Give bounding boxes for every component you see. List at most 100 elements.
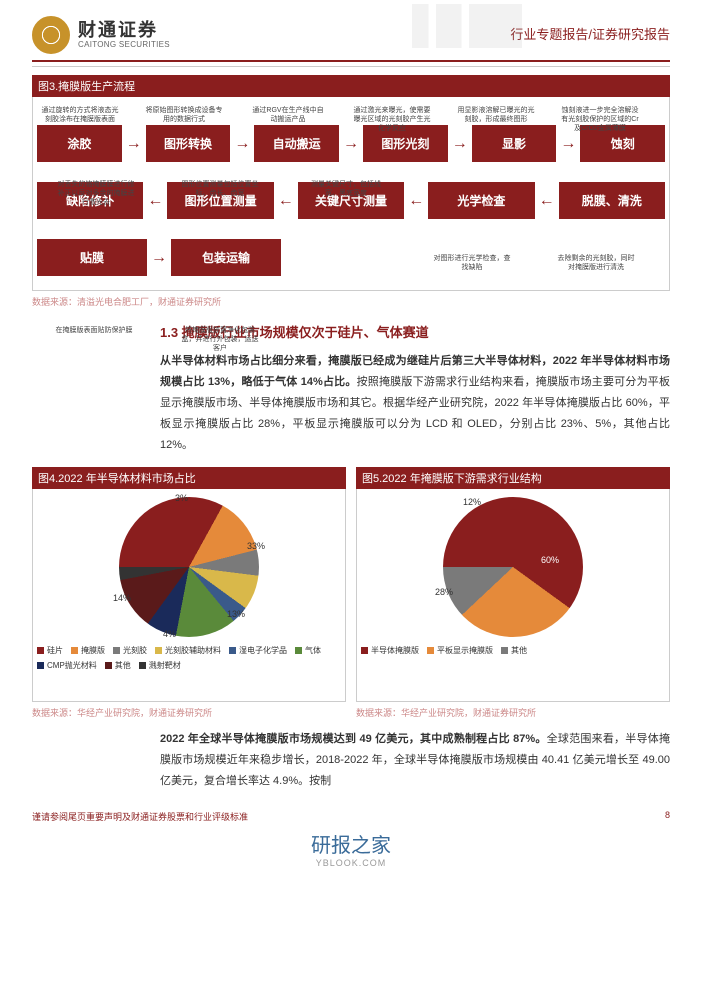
footer-disclaimer: 谨请参阅尾页重要声明及财通证券股票和行业评级标准: [32, 810, 248, 823]
pie-label: 3%: [175, 493, 188, 503]
arrow-right-icon: →: [151, 249, 167, 267]
legend-label: 其他: [511, 645, 527, 656]
legend-item: 平板显示掩膜版: [427, 645, 493, 656]
flow-box: 显影: [472, 125, 557, 162]
flow-box: 包装运输: [171, 239, 281, 276]
arrow-right-icon: →: [560, 135, 576, 153]
legend-item: 硅片: [37, 645, 63, 656]
flow-caption: 通过激光来曝光，使需要曝光区域的光刻胶产生光化学反应: [353, 107, 431, 133]
watermark-sub: YBLOOK.COM: [32, 858, 670, 868]
flow-caption: 将掩膜版放置净化包装盒，并进行外包装，运送客户: [181, 327, 259, 353]
pie-label: 14%: [113, 593, 131, 603]
doc-type: 行业专题报告/证券研究报告: [510, 24, 670, 43]
flow-box: 涂胶: [37, 125, 122, 162]
legend-item: 其他: [501, 645, 527, 656]
legend-swatch: [155, 647, 162, 654]
arrow-left-icon: ←: [539, 192, 555, 210]
legend-item: 光刻胶辅助材料: [155, 645, 221, 656]
pie-label: 33%: [247, 541, 265, 551]
pie-label: 12%: [463, 497, 481, 507]
flow-caption: 测量关键尺寸，包括线宽、黑底宽度: [307, 181, 385, 199]
watermark-title: 研报之家: [32, 829, 670, 858]
legend-swatch: [37, 662, 44, 669]
flow-caption: 通过RGV在生产线中自动搬运产品: [249, 107, 327, 125]
flow-box: 图形转换: [146, 125, 231, 162]
legend-swatch: [37, 647, 44, 654]
flow-caption: 蚀刻液进一步完全溶解没有光刻胶保护的区域的Cr及CrO2金属薄膜: [561, 107, 639, 133]
legend-item: 其他: [105, 660, 131, 671]
fig5-title: 图5.2022 年掩膜版下游需求行业结构: [356, 467, 670, 489]
legend-label: CMP抛光材料: [47, 660, 97, 671]
flow-caption: 通过旋转的方式将液态光刻胶涂布在掩膜版表面: [41, 107, 119, 125]
legend-item: 湿电子化学品: [229, 645, 287, 656]
flow-box: 贴膜: [37, 239, 147, 276]
flow-box: 光学检查: [428, 182, 534, 219]
arrow-left-icon: ←: [408, 192, 424, 210]
pie-label: 60%: [541, 555, 559, 565]
legend-swatch: [139, 662, 146, 669]
legend-item: 溅射靶材: [139, 660, 181, 671]
flow-box: 脱膜、清洗: [559, 182, 665, 219]
fig4-source: 数据来源：华经产业研究院，财通证券研究所: [32, 706, 346, 719]
fig5-chart: 60% 28% 12% 半导体掩膜版 平板显示掩膜版 其他: [356, 489, 670, 702]
page-number: 8: [665, 810, 670, 823]
legend-label: 其他: [115, 660, 131, 671]
arrow-right-icon: →: [126, 135, 142, 153]
legend-item: CMP抛光材料: [37, 660, 97, 671]
legend-label: 溅射靶材: [149, 660, 181, 671]
legend-swatch: [105, 662, 112, 669]
watermark: 研报之家 YBLOOK.COM: [32, 829, 670, 868]
legend-swatch: [295, 647, 302, 654]
pie-label: 4%: [163, 629, 176, 639]
fig3-title: 图3.掩膜版生产流程: [32, 75, 670, 97]
legend-swatch: [501, 647, 508, 654]
legend-label: 平板显示掩膜版: [437, 645, 493, 656]
divider-light: [32, 66, 670, 67]
flow-caption: 对图形进行光学检查，查找缺陷: [433, 255, 511, 273]
arrow-right-icon: →: [343, 135, 359, 153]
legend-item: 光刻胶: [113, 645, 147, 656]
legend-label: 半导体掩膜版: [371, 645, 419, 656]
legend-swatch: [229, 647, 236, 654]
legend-item: 半导体掩膜版: [361, 645, 419, 656]
paragraph-1: 从半导体材料市场占比细分来看，掩膜版已经成为继硅片后第三大半导体材料，2022 …: [160, 351, 670, 455]
fig3-source: 数据来源：清溢光电合肥工厂，财通证券研究所: [32, 295, 670, 308]
p2-bold: 2022 年全球半导体掩膜版市场规模达到 49 亿美元，其中成熟制程占比 87%…: [160, 733, 547, 745]
fig3-flowchart: 涂胶 → 图形转换 → 自动搬运 → 图形光刻 → 显影 → 蚀刻 通过旋转的方…: [32, 97, 670, 291]
legend-label: 光刻胶: [123, 645, 147, 656]
legend-label: 气体: [305, 645, 321, 656]
footer: 谨请参阅尾页重要声明及财通证券股票和行业评级标准 8: [32, 810, 670, 823]
arrow-left-icon: ←: [278, 192, 294, 210]
logo: 财通证券 CAITONG SECURITIES: [32, 16, 170, 54]
pie-chart-5: [443, 497, 583, 637]
logo-cn: 财通证券: [78, 21, 170, 41]
logo-en: CAITONG SECURITIES: [78, 41, 170, 50]
bg-buildings: [412, 4, 522, 48]
flow-caption: 用显影液溶解已曝光的光刻胶，形成最终图形: [457, 107, 535, 125]
flow-caption: 图形位置测量包括位置坐标、齿长、齿宽: [181, 181, 259, 199]
arrow-right-icon: →: [452, 135, 468, 153]
legend-label: 掩膜版: [81, 645, 105, 656]
legend-label: 光刻胶辅助材料: [165, 645, 221, 656]
paragraph-2: 2022 年全球半导体掩膜版市场规模达到 49 亿美元，其中成熟制程占比 87%…: [160, 729, 670, 792]
flow-caption: 将原始图形转换成设备专用的数据行式: [145, 107, 223, 125]
logo-icon: [32, 16, 70, 54]
flow-caption: 对丢失的铬掩膜膜进行修补正以反对多余的掩膜进行激光去: [57, 181, 135, 207]
header: 财通证券 CAITONG SECURITIES 行业专题报告/证券研究报告: [32, 16, 670, 54]
legend-swatch: [113, 647, 120, 654]
legend-swatch: [427, 647, 434, 654]
legend-swatch: [361, 647, 368, 654]
arrow-left-icon: ←: [147, 192, 163, 210]
pie-label: 28%: [435, 587, 453, 597]
flow-caption: 去除剩余的光刻胶，同时对掩膜版进行清洗: [557, 255, 635, 273]
legend-swatch: [71, 647, 78, 654]
divider-dark: [32, 60, 670, 62]
fig4-title: 图4.2022 年半导体材料市场占比: [32, 467, 346, 489]
fig4-legend: 硅片 掩膜版 光刻胶 光刻胶辅助材料 湿电子化学品 气体 CMP抛光材料 其他 溅射靶材: [37, 645, 341, 671]
flow-caption: 在掩膜版表面贴防保护膜: [55, 327, 133, 336]
legend-label: 湿电子化学品: [239, 645, 287, 656]
legend-item: 气体: [295, 645, 321, 656]
pie-label: 13%: [227, 609, 245, 619]
arrow-right-icon: →: [234, 135, 250, 153]
fig5-legend: 半导体掩膜版 平板显示掩膜版 其他: [361, 645, 665, 656]
